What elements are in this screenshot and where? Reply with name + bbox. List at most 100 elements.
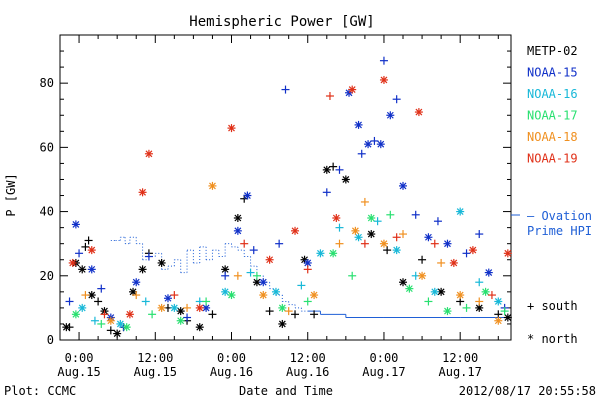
x-tick-label-time: 0:00 [65, 351, 94, 365]
metp-02-south-point [81, 242, 90, 251]
noaa-17-south-point [303, 297, 312, 306]
noaa-17-north-point [122, 323, 131, 332]
noaa-15-south-point [281, 85, 290, 94]
noaa-18-south-point [335, 239, 344, 248]
metp-02-south-point [208, 310, 217, 319]
noaa-15-north-point [132, 278, 141, 287]
noaa-18-north-point [456, 291, 465, 300]
noaa-15-north-point [354, 120, 363, 129]
noaa-18-north-point [310, 291, 319, 300]
noaa-16-north-point [316, 249, 325, 258]
noaa-15-south-point [433, 217, 442, 226]
legend: METP-02 NOAA-15 NOAA-16 NOAA-17 NOAA-18 NOAA-… [527, 44, 578, 166]
metp-02-south-point [310, 310, 319, 319]
noaa-17-north-point [329, 249, 338, 258]
x-tick-label-date: Aug.16 [210, 365, 253, 379]
noaa-19-north-point [449, 258, 458, 267]
plot-frame [59, 34, 512, 341]
noaa-17-north-point [443, 307, 452, 316]
noaa-16-south-point [297, 281, 306, 290]
noaa-15-south-point [392, 95, 401, 104]
noaa-17-south-point [252, 271, 261, 280]
footer-timestamp: 2012/08/17 20:55:58 [459, 384, 596, 398]
noaa-16-north-point [494, 297, 503, 306]
metp-02-south-point [65, 323, 74, 332]
metp-02-south-point [84, 236, 93, 245]
noaa-16-south-point [141, 297, 150, 306]
legend-noaa-15: NOAA-15 [527, 66, 578, 80]
noaa-18-south-point [475, 297, 484, 306]
metp-02-south-point [383, 246, 392, 255]
noaa-17-south-point [148, 310, 157, 319]
noaa-15-north-point [71, 220, 80, 229]
metp-02-north-point [503, 313, 512, 322]
x-tick-label-time: 12:00 [442, 351, 478, 365]
noaa-15-south-point [370, 136, 379, 145]
x-tick-label-time: 12:00 [290, 351, 326, 365]
noaa-17-north-point [367, 214, 376, 222]
noaa-15-north-point [484, 268, 493, 277]
noaa-18-south-point [132, 291, 141, 300]
noaa-15-north-point [233, 226, 242, 235]
x-tick-label-date: Aug.15 [134, 365, 177, 379]
noaa-19-south-point [170, 291, 179, 300]
noaa-15-north-point [399, 181, 408, 190]
noaa-17-south-point [500, 307, 509, 316]
metp-02-north-point [341, 175, 350, 184]
metp-02-south-point [265, 307, 274, 316]
noaa-15-south-point [75, 249, 84, 258]
noaa-17-north-point [405, 284, 414, 293]
legend-noaa-18: NOAA-18 [527, 130, 578, 144]
noaa-16-south-point [475, 278, 484, 287]
noaa-15-north-point [443, 239, 452, 248]
ovation-legend-label-2: Prime HPI [527, 224, 592, 238]
noaa-19-north-point [265, 255, 274, 264]
noaa-18-south-point [81, 291, 90, 300]
metp-02-north-point [129, 287, 138, 296]
noaa-19-north-point [144, 149, 153, 158]
noaa-15-south-point [249, 246, 258, 255]
noaa-15-north-point [424, 233, 433, 242]
noaa-17-south-point [424, 297, 433, 306]
noaa-19-north-point [291, 226, 300, 235]
noaa-17-north-point [71, 310, 80, 319]
noaa-18-south-point [437, 258, 446, 267]
y-axis-label: P [GW] [4, 173, 18, 216]
noaa-15-south-point [97, 284, 106, 293]
ovation-prime-hpi-line [110, 236, 508, 319]
noaa-15-north-point [376, 140, 385, 149]
metp-02-south-point [418, 255, 427, 264]
noaa-19-south-point [100, 310, 109, 319]
noaa-19-north-point [468, 246, 477, 255]
noaa-18-south-point [399, 230, 408, 239]
x-tick-label-date: Aug.15 [57, 365, 100, 379]
noaa-15-south-point [144, 252, 153, 261]
metp-02-north-point [367, 230, 376, 239]
x-tick-label-time: 0:00 [370, 351, 399, 365]
x-tick-label-date: Aug.17 [362, 365, 405, 379]
noaa-17-north-point [176, 316, 185, 325]
noaa-16-north-point [430, 287, 439, 296]
noaa-18-south-point [233, 271, 242, 280]
noaa-16-north-point [116, 319, 125, 328]
noaa-15-south-point [322, 188, 331, 197]
noaa-17-south-point [348, 271, 357, 280]
y-tick-label: 80 [40, 76, 54, 90]
north-symbol-label: * north [527, 332, 578, 346]
noaa-18-north-point [208, 181, 217, 190]
metp-02-north-point [195, 323, 204, 332]
noaa-18-north-point [379, 239, 388, 248]
metp-02-north-point [113, 329, 122, 338]
noaa-15-north-point [386, 111, 395, 120]
noaa-19-north-point [503, 249, 512, 258]
legend-noaa-19: NOAA-19 [527, 152, 578, 166]
noaa-18-north-point [106, 316, 115, 325]
noaa-19-north-point [87, 246, 96, 255]
noaa-17-north-point [227, 291, 236, 300]
noaa-15-south-point [183, 313, 192, 322]
noaa-19-south-point [430, 239, 439, 248]
noaa-18-south-point [183, 303, 192, 312]
noaa-15-north-point [259, 278, 268, 287]
noaa-15-south-point [65, 297, 74, 306]
